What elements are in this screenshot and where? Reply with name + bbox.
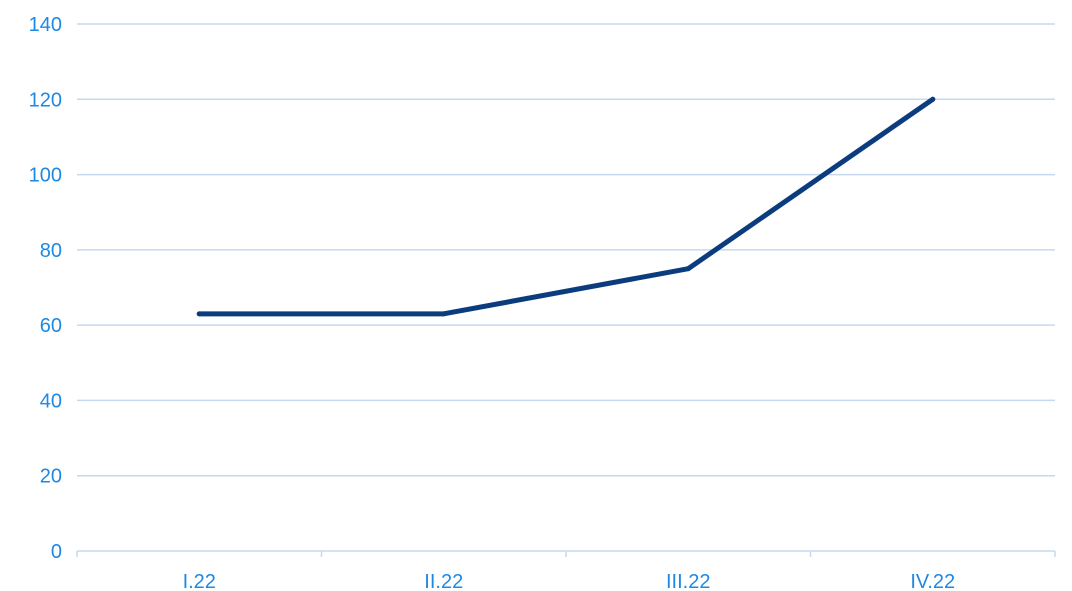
data-point: [441, 311, 447, 317]
y-tick-label: 100: [29, 165, 62, 187]
y-tick-label: 140: [29, 14, 62, 36]
x-tick-label: II.22: [424, 571, 463, 591]
data-point: [685, 266, 691, 272]
y-tick-label: 120: [29, 89, 62, 111]
x-tick-label: I.22: [183, 571, 216, 591]
x-axis: I.22 II.22 III.22 IV.22: [76, 550, 1056, 591]
y-tick-label: 40: [40, 390, 62, 412]
x-tick-label: IV.22: [910, 571, 955, 591]
y-tick-label: 0: [51, 541, 62, 563]
y-axis: 0 20 40 60 80 100 120 140: [29, 14, 62, 563]
y-tick-label: 20: [40, 466, 62, 488]
y-tick-label: 80: [40, 240, 62, 262]
data-point: [930, 96, 936, 102]
data-point: [196, 311, 202, 317]
y-tick-label: 60: [40, 315, 62, 337]
series-group: [196, 96, 936, 317]
gridlines: [77, 23, 1055, 477]
series-line-0: [196, 96, 936, 317]
x-tick-label: III.22: [666, 571, 710, 591]
